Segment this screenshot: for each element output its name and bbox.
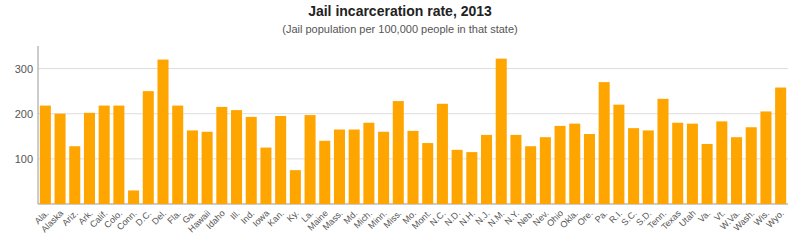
bar [143, 91, 154, 204]
bar [643, 130, 654, 204]
bar [187, 130, 198, 204]
x-tick-labels: Ala.AlaskaAriz.Ark.Calif.Colo.Conn.D.C.D… [33, 208, 786, 235]
x-tick-label: Ky. [285, 208, 301, 224]
bar [246, 117, 257, 204]
bar [55, 114, 66, 204]
bar [452, 150, 463, 204]
bar [716, 121, 727, 204]
bar [40, 106, 51, 204]
chart-title: Jail incarceration rate, 2013 [308, 3, 492, 19]
bar [319, 141, 330, 204]
bar [613, 105, 624, 204]
bar [437, 104, 448, 204]
bar [672, 123, 683, 204]
x-tick-label: Kan. [266, 208, 286, 228]
bar [422, 143, 433, 204]
bar [393, 101, 404, 204]
x-tick-label: Utah [677, 208, 698, 229]
bar [525, 146, 536, 204]
y-axis-line [38, 46, 39, 204]
bar [569, 124, 580, 204]
bar [628, 128, 639, 204]
chart-container: Jail incarceration rate, 2013 (Jail popul… [0, 0, 800, 250]
x-tick-label: Idaho [204, 208, 227, 231]
bar [231, 110, 242, 204]
bar [157, 60, 168, 204]
bar [349, 130, 360, 204]
bar [775, 88, 786, 204]
x-tick-label: Va. [696, 208, 712, 224]
bar [584, 134, 595, 204]
bar [466, 152, 477, 204]
grid-line [38, 68, 788, 69]
x-tick-label: Fla. [165, 208, 183, 226]
bar [599, 82, 610, 204]
bar [746, 127, 757, 204]
bar [84, 113, 95, 204]
bar [216, 107, 227, 204]
x-tick-label: Mass. [321, 208, 345, 232]
bar [760, 111, 771, 204]
bar [657, 99, 668, 204]
bars [40, 59, 786, 204]
chart-subtitle: (Jail population per 100,000 people in t… [282, 23, 517, 35]
bar [555, 126, 566, 204]
bar [172, 106, 183, 204]
bar [407, 131, 418, 204]
y-tick-label: 200 [15, 108, 33, 120]
bar [378, 132, 389, 204]
page: {"chart_data": {"type": "bar", "title": … [0, 0, 800, 250]
x-tick-label: Wyo. [764, 208, 786, 230]
bar [540, 137, 551, 204]
bar [275, 116, 286, 204]
bar [510, 135, 521, 204]
bar [481, 135, 492, 204]
bar [496, 59, 507, 204]
bar [202, 132, 213, 204]
chart-svg: Jail incarceration rate, 2013 (Jail popul… [0, 0, 800, 250]
x-tick-label: Pa. [593, 208, 610, 225]
y-tick-label: 100 [15, 153, 33, 165]
bar [113, 106, 124, 204]
bar [731, 137, 742, 204]
bar [702, 144, 713, 204]
bar [305, 115, 316, 204]
bar [334, 130, 345, 204]
bar [687, 124, 698, 204]
bar [69, 146, 80, 204]
bar [290, 170, 301, 204]
y-tick-label: 300 [15, 63, 33, 75]
bar [363, 123, 374, 204]
bar [128, 190, 139, 204]
bar [260, 148, 271, 204]
bar [99, 106, 110, 204]
